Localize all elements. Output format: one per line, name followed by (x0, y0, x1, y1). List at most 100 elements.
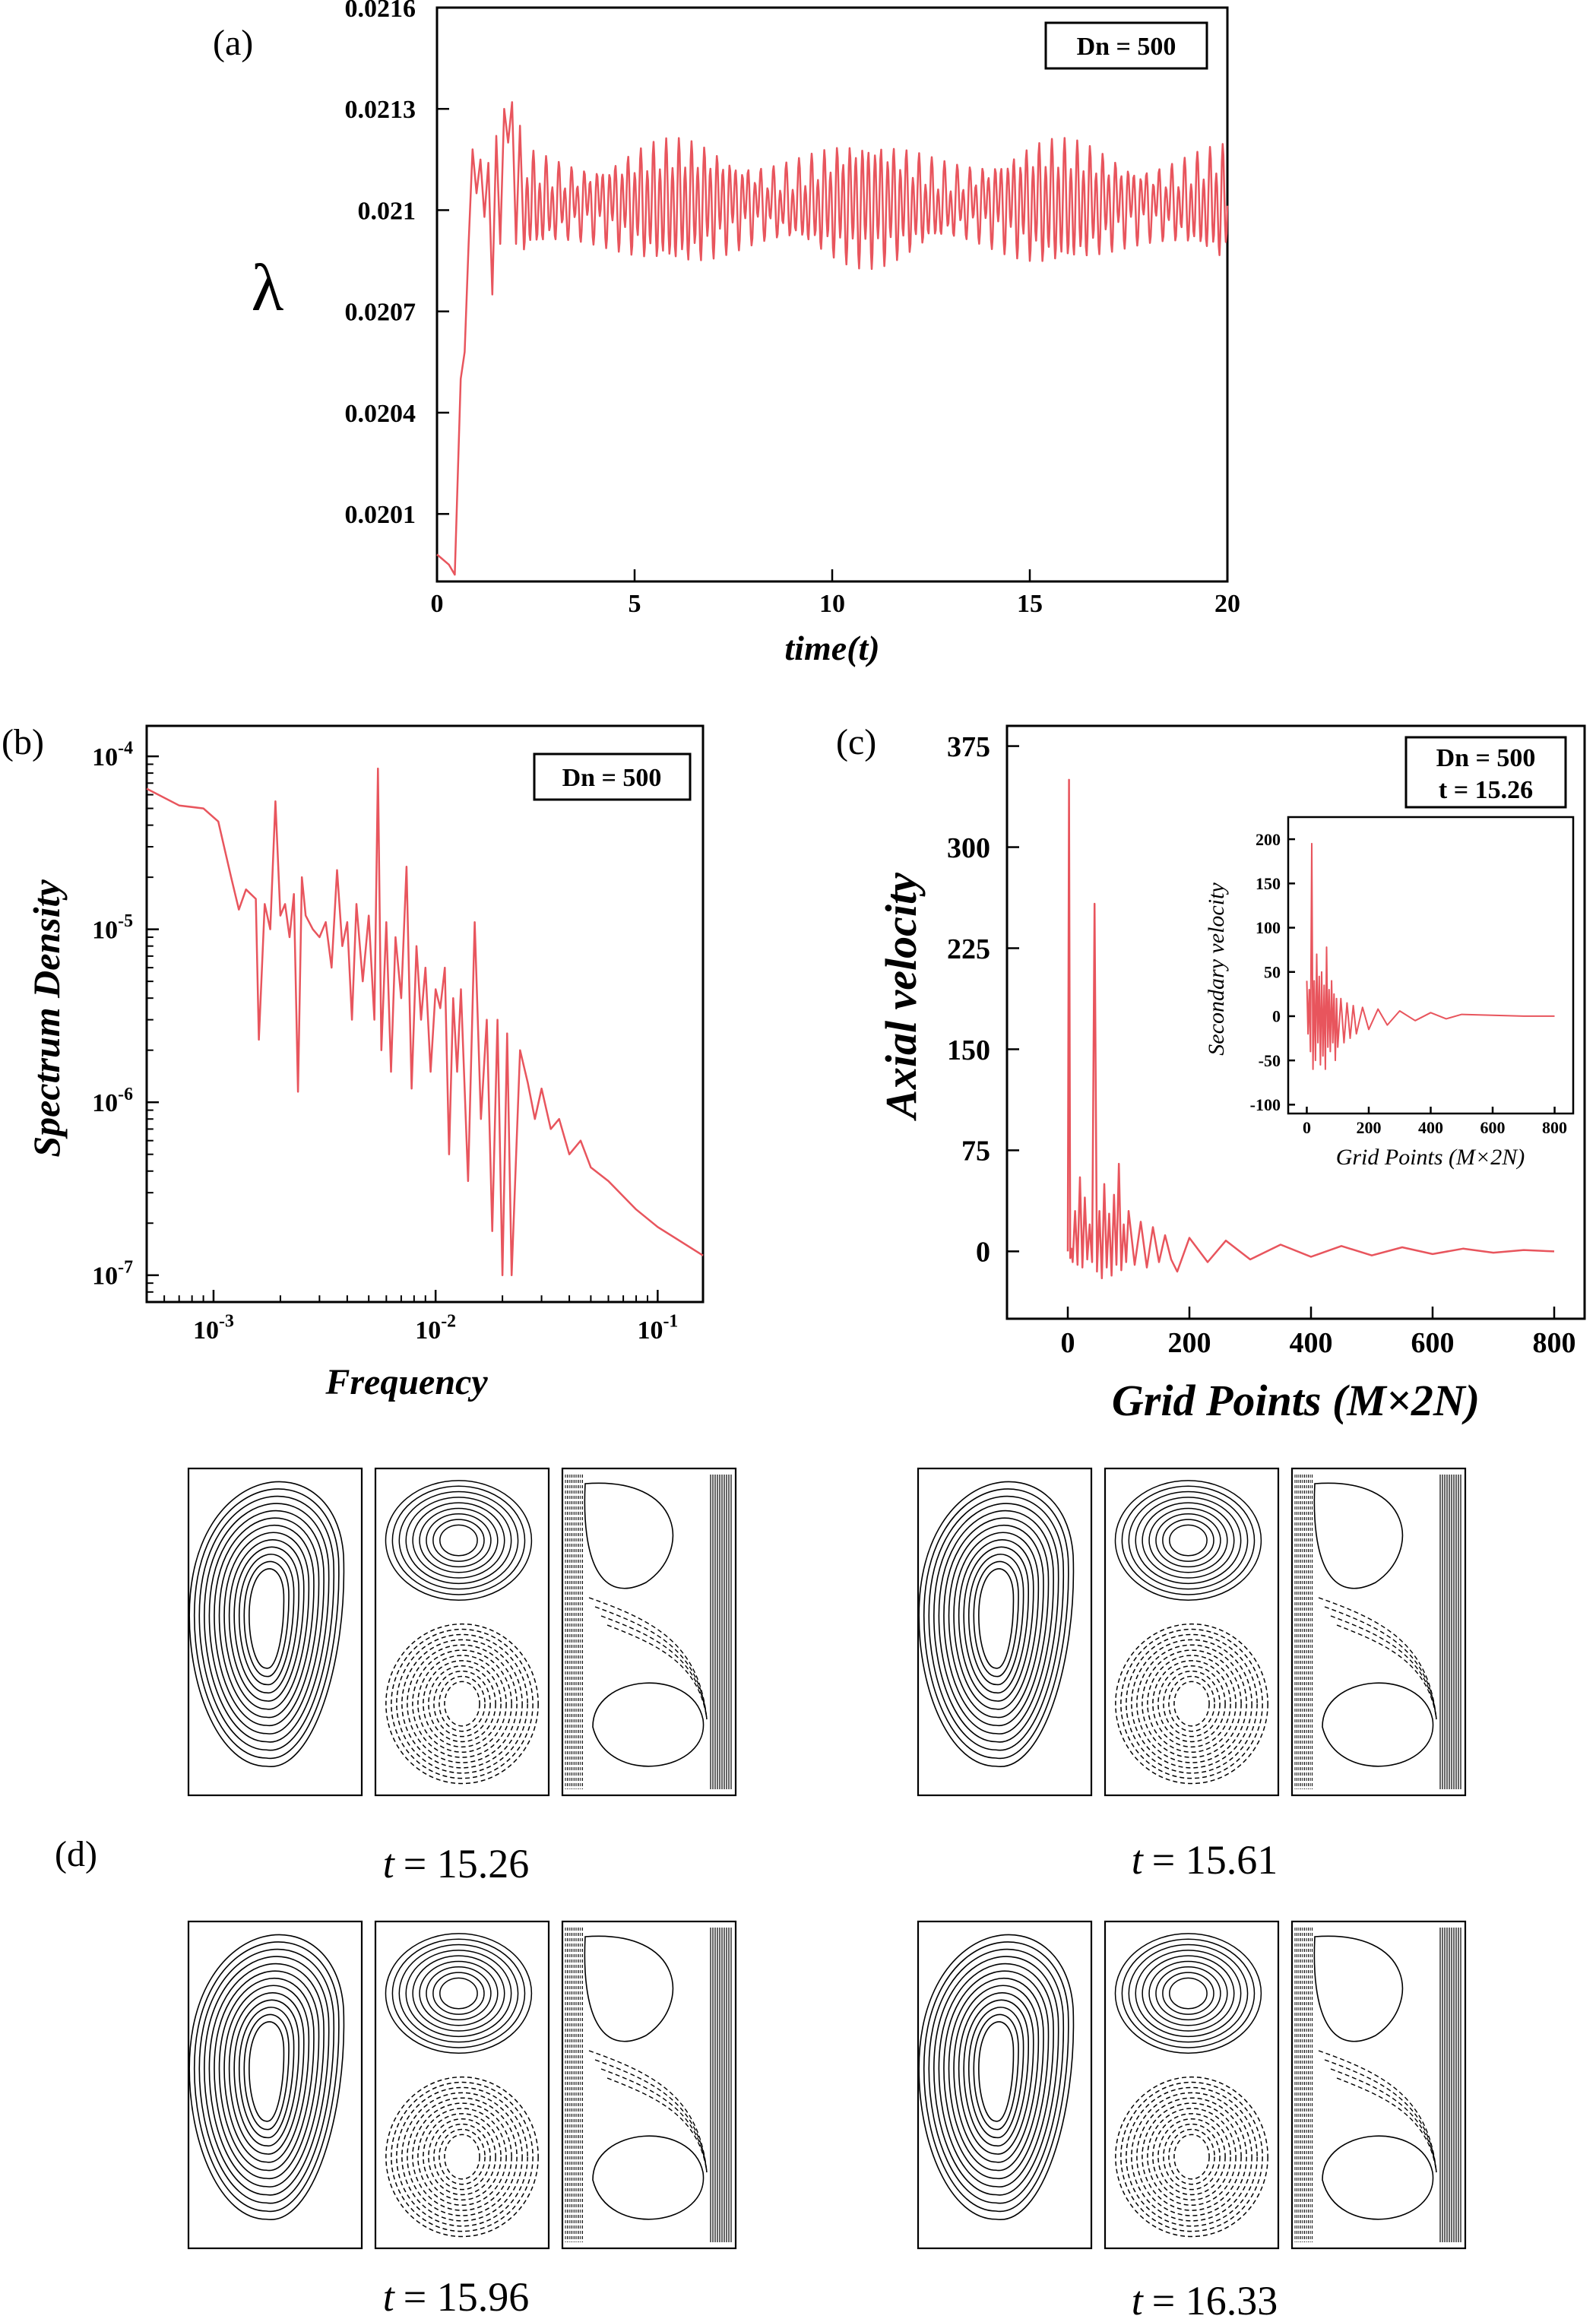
lower-vortex-line (407, 1644, 518, 1763)
middle-isotherm-dashed (600, 2068, 708, 2173)
lower-vortex-line (1147, 2108, 1237, 2206)
contour-set-4 (917, 1920, 1467, 2250)
temperature-frame (1290, 1467, 1467, 1797)
lower-vortex-line (1152, 1660, 1231, 1748)
upper-vortex-line (439, 1524, 478, 1557)
axial-contour-line (243, 2013, 290, 2131)
upper-vortex-line (432, 1972, 485, 2015)
upper-vortex-line (385, 1933, 533, 2054)
secondary-flow-frame (374, 1920, 550, 2250)
axial-contour-line (923, 1488, 1069, 1760)
contour-set-3 (187, 1920, 737, 2250)
chart-c-ytick-label: 150 (947, 1034, 990, 1066)
caption-3-t: t (383, 2274, 396, 2319)
lower-vortex-line (1115, 2076, 1268, 2238)
axial-contour-line (208, 1963, 325, 2188)
axial-contour-line (228, 1992, 305, 2155)
inset-xticks: 0 200 400 600 800 (1303, 1107, 1567, 1137)
upper-isotherm (584, 1482, 674, 1589)
temperature-frame (1290, 1920, 1467, 2250)
upper-isotherm (1313, 1935, 1404, 2042)
axial-contour-line (193, 1488, 340, 1760)
lower-vortex-line (1131, 1639, 1252, 1769)
lower-vortex-line (412, 1649, 512, 1758)
middle-isotherm-dashed (1330, 1615, 1437, 1720)
upper-vortex-line (1121, 1485, 1256, 1595)
axial-contour-line (238, 2007, 295, 2139)
chart-b-ylabel: Spectrum Density (25, 879, 68, 1158)
lower-vortex-line (385, 1623, 539, 1785)
upper-vortex-line (419, 1507, 499, 1573)
chart-a-xtick-label: 5 (629, 590, 641, 618)
upper-vortex-line (419, 1960, 499, 2026)
axial-contour-line (233, 1999, 299, 2146)
panel-label-d: (d) (55, 1834, 97, 1874)
upper-vortex-line (432, 1519, 485, 1562)
chart-a-xtick-label: 0 (431, 590, 444, 618)
caption-3-value: = 15.96 (404, 2274, 529, 2319)
chart-c-inset: 0 200 400 600 800 -100 -50 0 50 100 150 200 Grid P… (1204, 816, 1575, 1170)
upper-vortex-line (426, 1513, 492, 1568)
middle-isotherm-dashed (1324, 2059, 1437, 2173)
axial-contour-line (249, 1568, 285, 1669)
axial-contour-line (204, 1503, 330, 1743)
chart-a-xtick-label: 10 (819, 590, 845, 618)
lower-vortex-line (1157, 1665, 1226, 1743)
upper-vortex-line (1162, 1519, 1214, 1562)
lower-vortex-line (1120, 1628, 1263, 1779)
chart-a-series-line-0 (436, 101, 1229, 576)
axial-contour-line (218, 1977, 315, 2172)
axial-contour-line (928, 1495, 1065, 1751)
chart-a-ytick-label: 0.0207 (345, 299, 416, 327)
chart-a-ytick-label: 0.0213 (345, 96, 416, 124)
inset-yticks: -100 -50 0 50 100 150 200 (1250, 830, 1295, 1114)
chart-a-yticks: 0.0201 0.0204 0.0207 0.021 0.0213 0.0216 (345, 0, 449, 529)
axial-contour-line (943, 1517, 1050, 1726)
lower-vortex-line (1147, 1655, 1237, 1753)
secondary-flow-contours (1104, 1920, 1280, 2250)
middle-isotherm-dashed (1330, 2068, 1437, 2173)
lower-vortex-line (1115, 1623, 1268, 1785)
axial-flow-contours (917, 1467, 1093, 1797)
panel-label-a: (a) (213, 23, 253, 63)
temperature-contours (561, 1920, 737, 2250)
axial-contour-line (193, 1941, 340, 2213)
axial-contour-line (973, 2013, 1019, 2131)
lower-vortex-line (428, 1665, 496, 1743)
upper-vortex-line (1148, 1507, 1228, 1573)
axial-flow-contours (917, 1920, 1093, 2250)
upper-vortex-line (1128, 1944, 1249, 2043)
axial-contour-line (198, 1948, 335, 2204)
middle-isotherm-dashed (600, 1615, 708, 1720)
upper-vortex-line (405, 1950, 512, 2038)
caption-2-t: t (1132, 1837, 1145, 1883)
lower-vortex-line (1136, 1644, 1247, 1763)
inset-xtick-label: 400 (1418, 1118, 1443, 1137)
upper-vortex-line (1142, 1502, 1235, 1579)
middle-isotherm-dashed (606, 1624, 708, 1720)
temperature-frame (561, 1920, 737, 2250)
middle-isotherm-dashed (594, 1606, 708, 1720)
axial-contour-line (943, 1970, 1050, 2179)
chart-c-ytick-label: 300 (947, 832, 990, 864)
middle-isotherm-dashed (588, 1597, 708, 1720)
lower-vortex-line (401, 1639, 523, 1769)
chart-b-xtick-label: 10-3 (193, 1312, 234, 1345)
upper-vortex-line (1148, 1960, 1228, 2026)
axial-contour-line (218, 1524, 315, 1719)
temperature-contours (1290, 1467, 1467, 1797)
chart-c-ylabel: Axial velocity (876, 873, 926, 1121)
lower-vortex-line (1136, 2097, 1247, 2216)
chart-b-ytick-label: 10-7 (92, 1257, 133, 1290)
lower-isotherm (592, 1682, 705, 1767)
axial-contour-line (188, 1934, 345, 2220)
chart-c-series-line-0 (1066, 778, 1555, 1280)
axial-contour-line (978, 1568, 1015, 1669)
lower-vortex-line (1120, 2081, 1263, 2232)
inset-ytick-label: 100 (1256, 918, 1281, 937)
middle-isotherm-dashed (1336, 1624, 1437, 1720)
lower-vortex-line (444, 1681, 480, 1727)
chart-b-ytick-label: 10-6 (92, 1085, 133, 1117)
upper-vortex-line (405, 1497, 512, 1585)
chart-b: 10-3 10-2 10-1 10-710-610-510-4 Frequency … (25, 724, 705, 1402)
